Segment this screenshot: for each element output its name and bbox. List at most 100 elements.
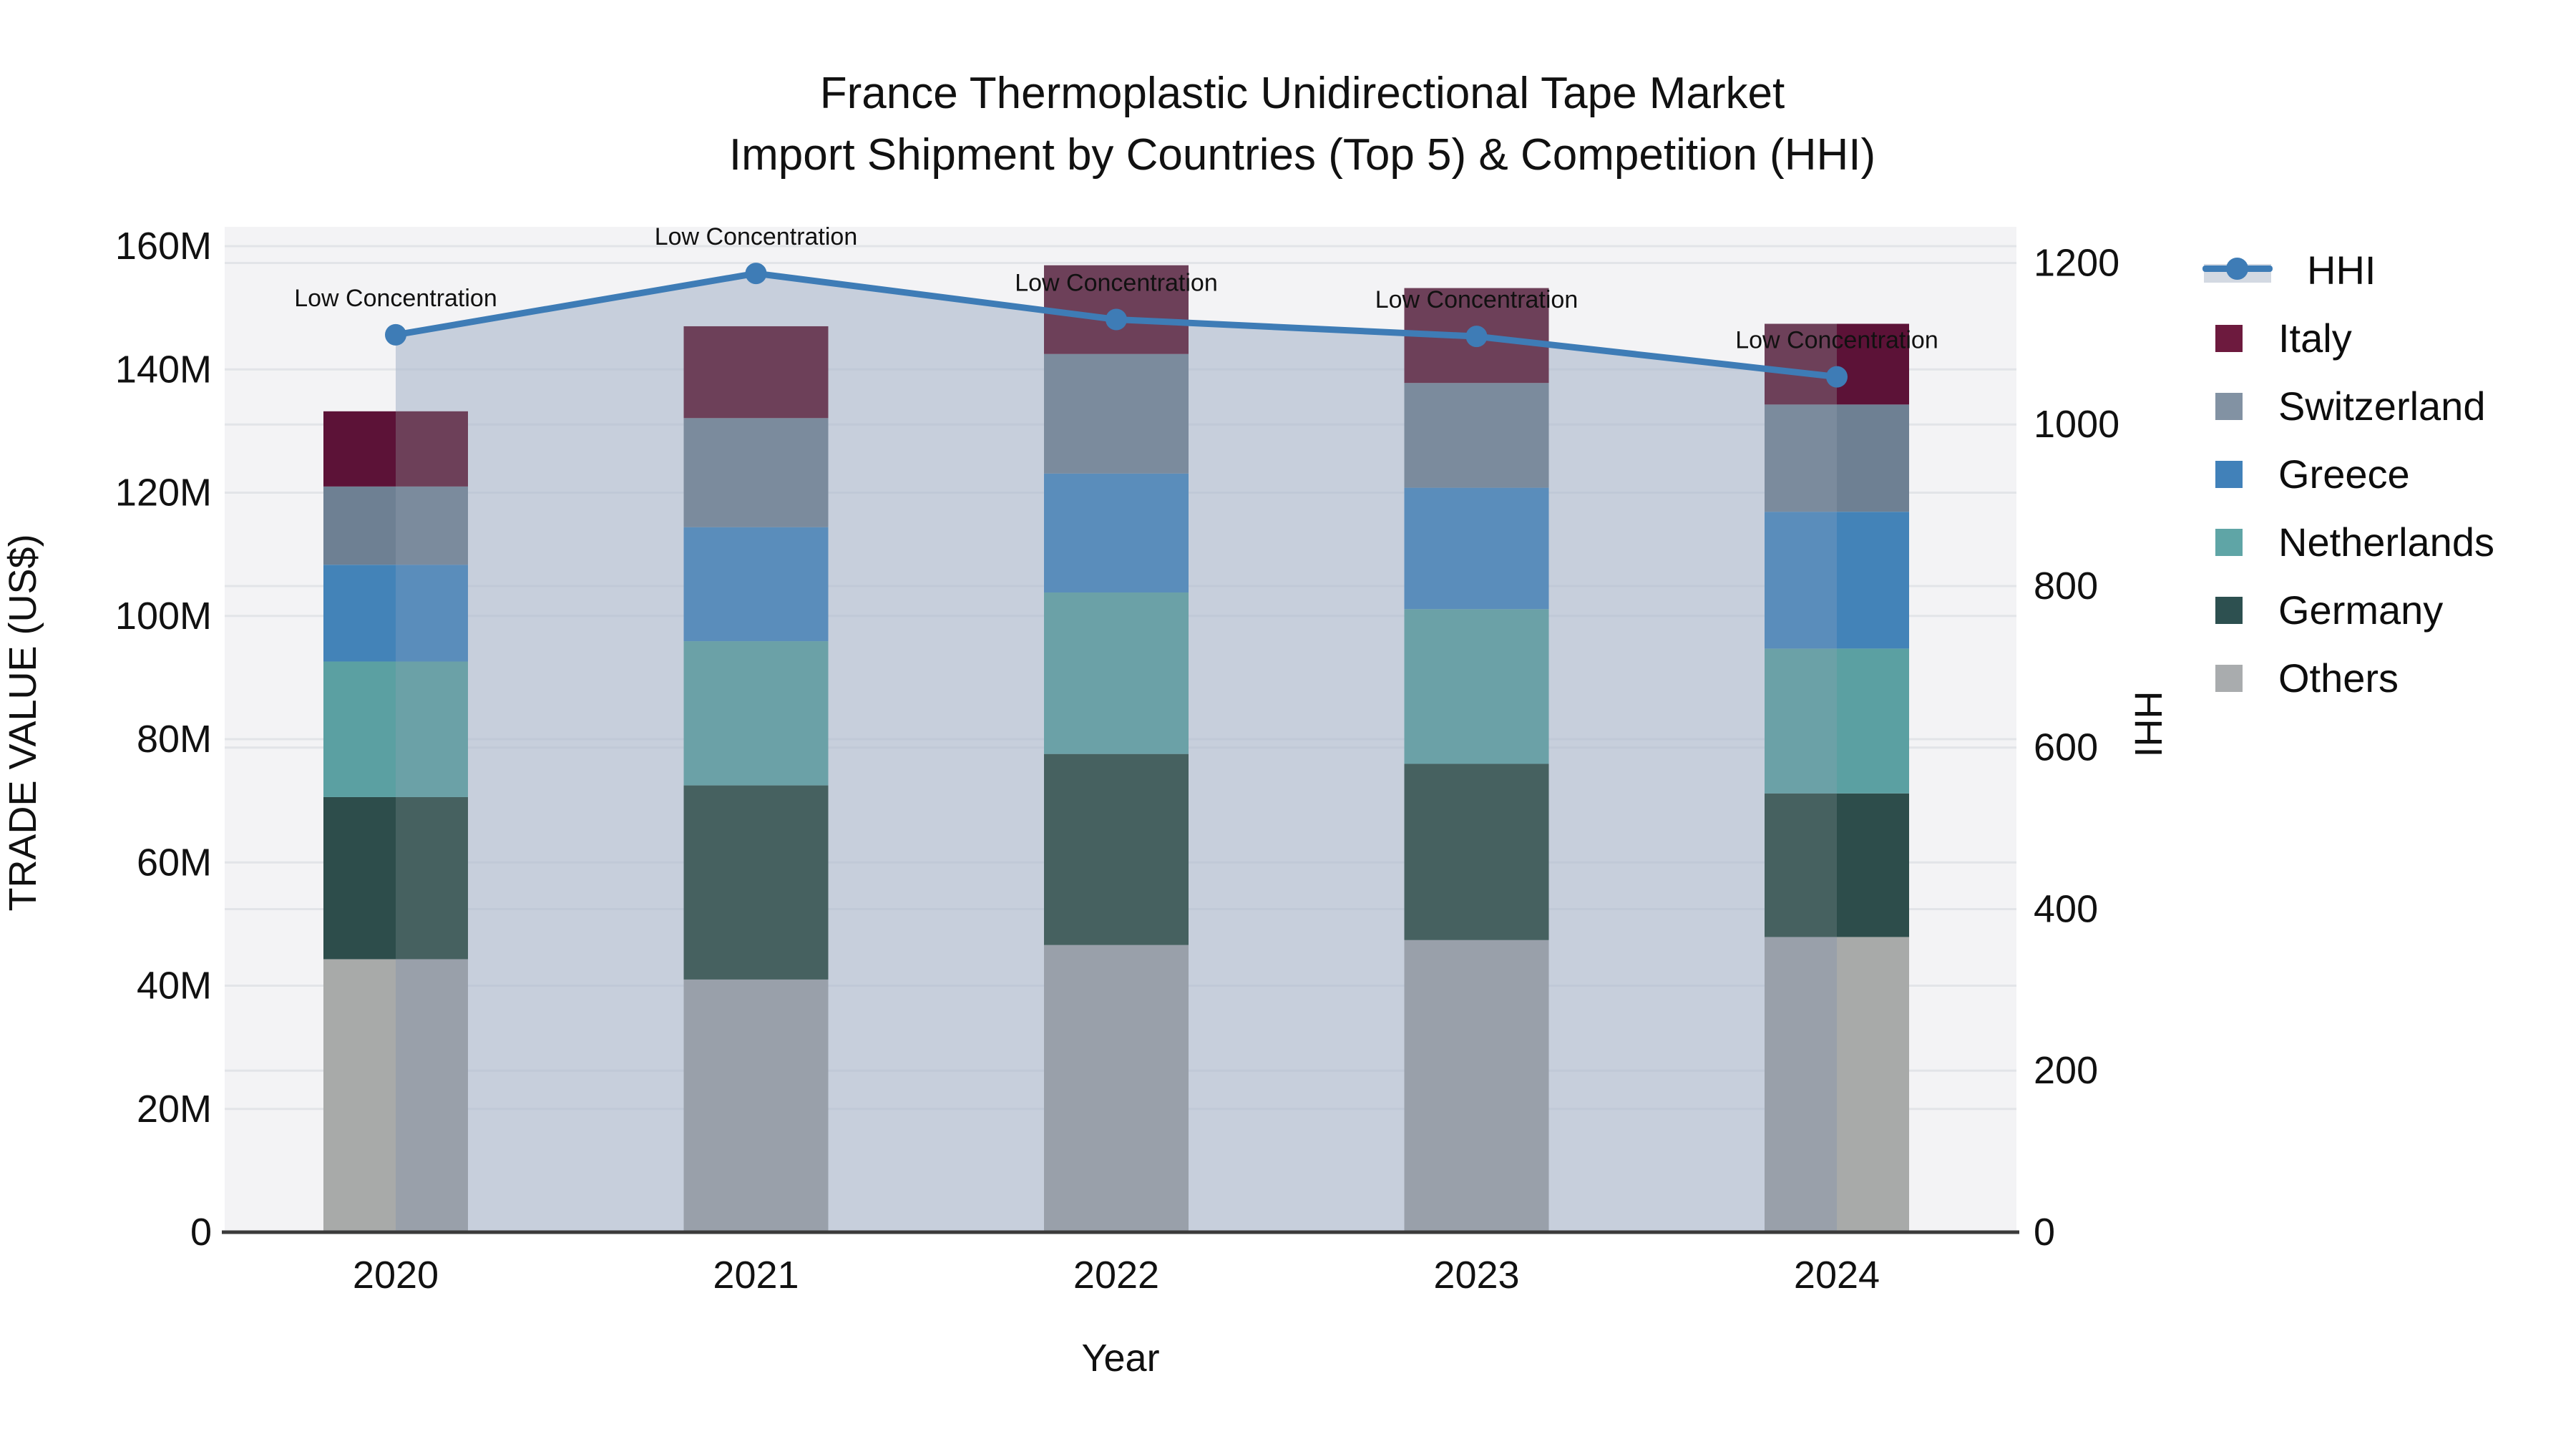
legend-swatch-germany	[2215, 596, 2243, 624]
hhi-marker-2022	[1106, 308, 1127, 331]
legend-label-greece: Greece	[2278, 452, 2410, 497]
bar-2020-germany-left	[323, 796, 396, 960]
x-tick-2023: 2023	[1433, 1254, 1519, 1297]
bar-2021-netherlands-right	[756, 641, 829, 786]
bar-2022-others-right	[1116, 945, 1189, 1232]
legend-swatch-greece	[2215, 460, 2243, 488]
bar-2023-others-left	[1404, 940, 1477, 1232]
stacked-bars	[323, 265, 1909, 1232]
bar-2021-greece-left	[683, 527, 756, 642]
bar-2024-switzerland-right	[1837, 404, 1909, 512]
bar-2020-switzerland-right	[396, 486, 468, 565]
annotation-2021: Low Concentration	[655, 223, 858, 250]
x-axis-title: Year	[1081, 1337, 1159, 1380]
annotation-2020: Low Concentration	[294, 285, 497, 312]
legend-item-switzerland: Switzerland	[2202, 372, 2494, 440]
bar-2021-germany-right	[756, 785, 829, 980]
legend-swatch-italy	[2215, 324, 2243, 352]
y-tick-left-100M: 100M	[115, 595, 212, 638]
y-axis-title-right: HHI	[2127, 691, 2170, 758]
y-tick-left-0: 0	[190, 1211, 212, 1254]
x-tick-2024: 2024	[1794, 1254, 1880, 1297]
bar-2020-greece-right	[396, 565, 468, 662]
bar-2021-netherlands-left	[683, 641, 756, 786]
legend-item-others: Others	[2202, 644, 2494, 712]
bar-2022-germany-right	[1116, 753, 1189, 945]
y-tick-left-160M: 160M	[115, 225, 212, 268]
legend-item-netherlands: Netherlands	[2202, 508, 2494, 576]
bar-2022-switzerland-left	[1044, 353, 1116, 474]
bar-2021-italy-right	[756, 326, 829, 419]
bar-2022-switzerland-right	[1116, 353, 1189, 474]
legend-item-germany: Germany	[2202, 576, 2494, 644]
legend-label-others: Others	[2278, 655, 2399, 701]
x-tick-2021: 2021	[713, 1254, 799, 1297]
annotation-2022: Low Concentration	[1015, 269, 1218, 296]
legend-swatch-netherlands	[2215, 528, 2243, 556]
bar-2024-others-right	[1837, 937, 1909, 1232]
annotations-layer: Low Concentration Low Concentration Low Co…	[294, 223, 1938, 353]
y-tick-right-400: 400	[2034, 887, 2098, 930]
bar-2020-others-right	[396, 959, 468, 1232]
bar-2023-others-right	[1476, 940, 1549, 1232]
bar-2020-italy-left	[323, 411, 396, 487]
bar-2021-switzerland-left	[683, 418, 756, 527]
bar-2023-switzerland-left	[1404, 383, 1477, 488]
legend-label-switzerland: Switzerland	[2278, 384, 2486, 429]
bar-2020-netherlands-left	[323, 661, 396, 797]
chart-title: France Thermoplastic Unidirectional Tape…	[14, 63, 2576, 186]
annotation-2024: Low Concentration	[1735, 327, 1938, 354]
bar-2021-germany-left	[683, 785, 756, 980]
bar-2022-greece-right	[1116, 473, 1189, 593]
y-tick-right-1000: 1000	[2034, 403, 2119, 446]
bar-2024-germany-right	[1837, 793, 1909, 937]
bar-2023-greece-right	[1476, 487, 1549, 610]
bar-2024-italy-right	[1837, 323, 1909, 405]
tick-labels-layer: 0 20M 40M 60M 80M 100M 120M 140M 160M 0 200 400 600 8…	[115, 225, 2119, 1297]
bar-2024-netherlands-left	[1765, 648, 1837, 794]
bar-2023-germany-right	[1476, 763, 1549, 940]
bar-2020-others-left	[323, 959, 396, 1232]
y-tick-left-60M: 60M	[137, 841, 212, 884]
annotation-2023: Low Concentration	[1375, 286, 1579, 313]
bar-2022-netherlands-right	[1116, 592, 1189, 754]
bar-2024-greece-left	[1765, 512, 1837, 649]
bar-2023-netherlands-right	[1476, 609, 1549, 764]
y-tick-left-140M: 140M	[115, 348, 212, 391]
legend-item-hhi: HHI	[2202, 236, 2494, 304]
bar-2021-greece-right	[756, 527, 829, 642]
y-tick-left-80M: 80M	[137, 718, 212, 761]
hhi-marker-2020	[385, 323, 406, 346]
legend-swatch-others	[2215, 664, 2243, 692]
x-tick-2022: 2022	[1073, 1254, 1159, 1297]
y-tick-left-40M: 40M	[137, 965, 212, 1008]
x-tick-2020: 2020	[353, 1254, 439, 1297]
bar-2023-switzerland-right	[1476, 383, 1549, 488]
y-tick-right-200: 200	[2034, 1049, 2098, 1092]
y-tick-right-1200: 1200	[2034, 241, 2119, 284]
bar-2024-italy-left	[1765, 323, 1837, 405]
hhi-marker-2023	[1465, 326, 1488, 348]
legend-label-hhi: HHI	[2307, 248, 2376, 293]
y-tick-right-800: 800	[2034, 565, 2098, 608]
bar-2021-switzerland-right	[756, 418, 829, 527]
legend-label-italy: Italy	[2278, 316, 2352, 361]
hhi-line-legend-icon	[2202, 255, 2273, 286]
bar-2020-germany-right	[396, 796, 468, 960]
legend-item-italy: Italy	[2202, 304, 2494, 372]
bar-2021-others-right	[756, 979, 829, 1232]
hhi-marker-2024	[1826, 366, 1848, 388]
y-tick-right-600: 600	[2034, 726, 2098, 769]
chart-title-line2: Import Shipment by Countries (Top 5) & C…	[728, 130, 1876, 180]
bar-2022-germany-left	[1044, 753, 1116, 945]
bar-2023-netherlands-left	[1404, 609, 1477, 764]
bar-2020-greece-left	[323, 565, 396, 662]
y-tick-left-20M: 20M	[137, 1088, 212, 1131]
bar-2023-germany-left	[1404, 763, 1477, 940]
legend-label-germany: Germany	[2278, 587, 2444, 633]
bar-2024-greece-right	[1837, 512, 1909, 649]
bar-2022-italy-right	[1116, 265, 1189, 354]
chart-title-line1: France Thermoplastic Unidirectional Tape…	[819, 69, 1785, 118]
bar-2024-others-left	[1765, 937, 1837, 1232]
bar-2021-italy-left	[683, 326, 756, 419]
